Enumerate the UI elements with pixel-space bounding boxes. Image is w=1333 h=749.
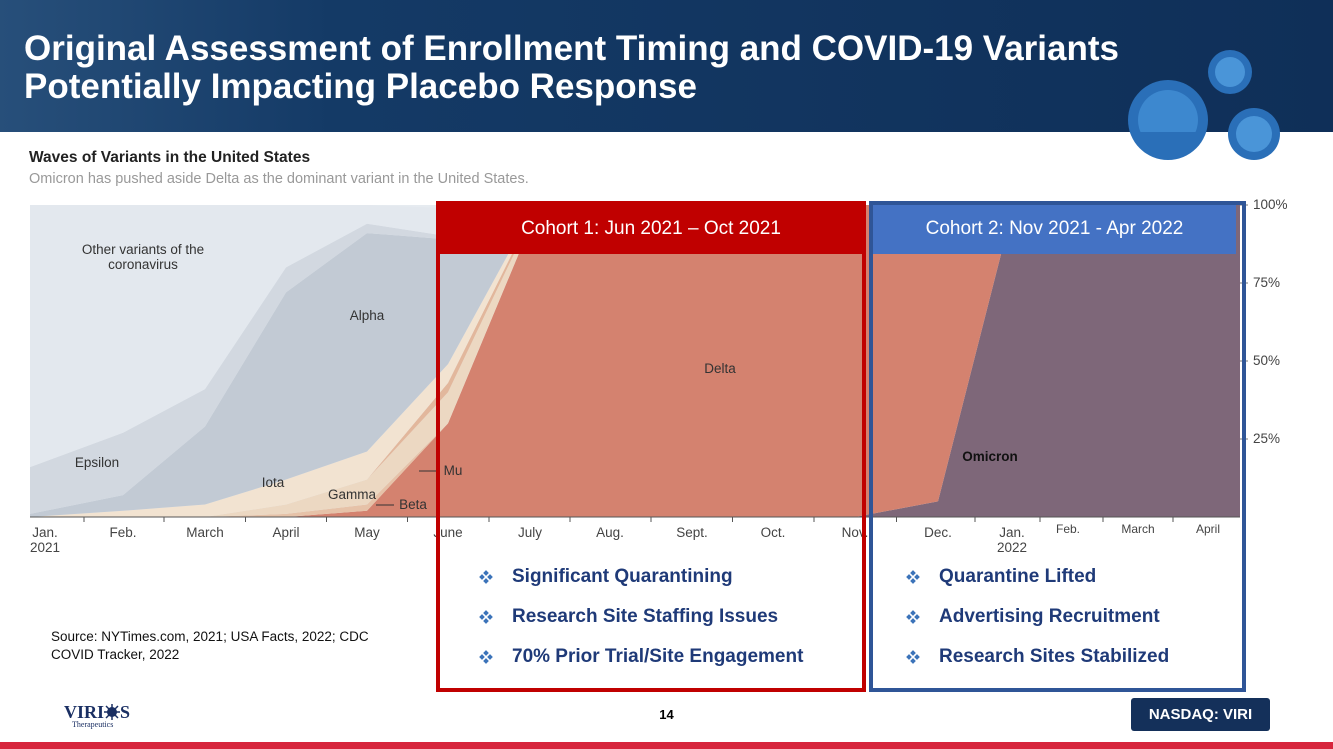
x-tick-label: April (272, 525, 300, 540)
x-tick-label: April (1195, 522, 1220, 536)
series-label: Mu (443, 463, 463, 478)
bullet-text: 70% Prior Trial/Site Engagement (512, 646, 804, 667)
bullet-icon (906, 610, 920, 624)
x-tick-label: March (1121, 522, 1155, 536)
bullet-item: Significant Quarantining (472, 557, 882, 597)
bullet-item: Research Sites Stabilized (899, 637, 1256, 677)
logo-icon (104, 704, 121, 720)
logo-text: VIRI (64, 702, 105, 722)
bullet-icon (479, 610, 493, 624)
y-tick-label: 50% (1253, 353, 1281, 368)
source-note: Source: NYTimes.com, 2021; USA Facts, 20… (51, 629, 369, 662)
area (30, 205, 1240, 517)
x-tick-label: Oct. (760, 525, 786, 540)
cohort-box: Cohort 2: Nov 2021 - Apr 2022 Quarantine … (869, 201, 1246, 692)
chart-subtitle: Omicron has pushed aside Delta as the do… (29, 171, 529, 187)
series-label: Delta (704, 361, 736, 376)
logo-text: S (120, 702, 131, 722)
logo: VIRI S (64, 702, 130, 723)
footer-line (0, 742, 1333, 749)
series-label: Epsilon (74, 455, 120, 470)
chart-title: Waves of Variants in the United States (29, 149, 311, 166)
cohort-header: Cohort 1: Jun 2021 – Oct 2021 (440, 205, 862, 254)
bullet-text: Quarantine Lifted (939, 566, 1097, 587)
cohort-header: Cohort 2: Nov 2021 - Apr 2022 (873, 205, 1236, 254)
y-tick-label: 75% (1253, 275, 1281, 290)
virus-decoration (1128, 50, 1280, 132)
header-bar (0, 0, 1333, 132)
bullet-item: Advertising Recruitment (899, 597, 1256, 637)
bullet-text: Significant Quarantining (512, 566, 733, 587)
ticker-badge: NASDAQ: VIRI (1131, 698, 1270, 731)
area (30, 205, 1240, 517)
x-tick-label: Feb. (1055, 522, 1080, 536)
virus-decoration (1129, 132, 1280, 160)
bullet-text: Research Sites Stabilized (939, 646, 1170, 667)
x-tick-label: Jan. 2022 (996, 525, 1028, 555)
bullet-icon (906, 650, 920, 664)
bullet-icon (479, 570, 493, 584)
x-tick-label: Dec. (924, 525, 952, 540)
x-tick-label: June (433, 525, 463, 540)
x-tick-label: Sept. (676, 525, 708, 540)
bullet-icon (906, 570, 920, 584)
bullet-icon (479, 650, 493, 664)
bullet-text: Research Site Staffing Issues (512, 606, 779, 627)
x-tick-label: May (354, 525, 380, 540)
x-tick-label: Nov. (841, 525, 869, 540)
logo-subtitle: Therapeutics (72, 720, 114, 729)
series-label: Alpha (349, 308, 385, 323)
x-tick-label: July (517, 525, 542, 540)
x-tick-label: Feb. (109, 525, 137, 540)
x-tick-label: March (186, 525, 224, 540)
area (30, 205, 1240, 468)
bullet-text: Advertising Recruitment (939, 606, 1160, 627)
y-tick-label: 100% (1253, 197, 1288, 212)
x-tick-label: Jan. 2021 (29, 525, 61, 555)
slide-title: Original Assessment of Enrollment Timing… (24, 29, 1119, 106)
y-tick-label: 25% (1253, 431, 1281, 446)
bullet-item: 70% Prior Trial/Site Engagement (472, 637, 882, 677)
cohort-box: Cohort 1: Jun 2021 – Oct 2021 Significant… (436, 201, 866, 692)
series-label: Gamma (327, 487, 376, 502)
series-label: Beta (399, 497, 427, 512)
x-tick-label: Aug. (596, 525, 624, 540)
series-label: Iota (261, 475, 285, 490)
chart (30, 204, 1248, 522)
series-label: Omicron (962, 449, 1018, 464)
bullet-item: Research Site Staffing Issues (472, 597, 882, 637)
series-label: Other variants of the coronavirus (81, 242, 205, 272)
bullet-item: Quarantine Lifted (899, 557, 1256, 597)
page-number: 14 (659, 707, 674, 722)
